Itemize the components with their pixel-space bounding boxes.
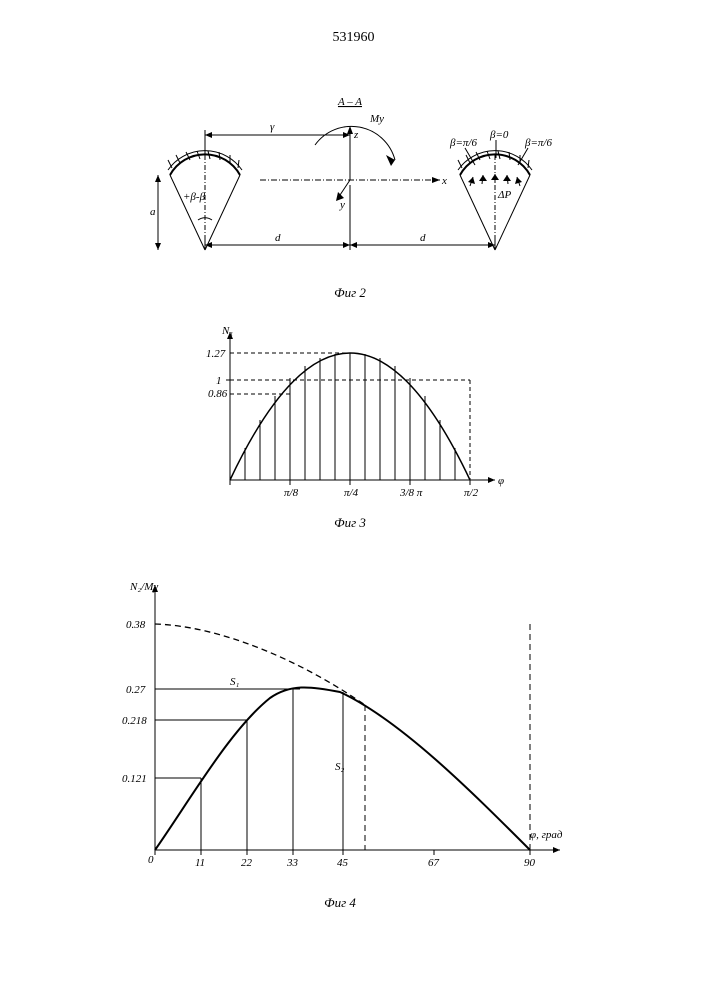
dim-a: a [150, 206, 156, 218]
svg-text:0.121: 0.121 [122, 773, 147, 785]
svg-text:11: 11 [195, 857, 205, 869]
fig3-ylabel: N₁ [221, 325, 233, 337]
svg-text:0: 0 [148, 854, 154, 866]
fig4-xlabel: φ, град [530, 829, 563, 841]
svg-text:67: 67 [428, 857, 440, 869]
fig3-caption: Фиг 3 [190, 515, 510, 531]
dp-label: ΔP [497, 189, 511, 201]
fig2-caption: Фиг 2 [120, 285, 580, 301]
section-label: A – A [337, 96, 362, 108]
dim-d-r: d [420, 232, 426, 244]
page-number: 531960 [333, 30, 375, 46]
axis-y: y [339, 199, 345, 211]
svg-text:0.86: 0.86 [208, 388, 228, 400]
r-ang2: β=0 [489, 129, 509, 141]
region-s1: S₁ [230, 676, 240, 688]
fig4-caption: Фиг 4 [100, 895, 580, 911]
dim-d-l: d [275, 232, 281, 244]
axis-z: z [353, 129, 359, 141]
figure-4: N₂/Mу φ, град 0 11 22 33 45 67 90 0.121 … [100, 570, 580, 911]
svg-text:0.218: 0.218 [122, 715, 147, 727]
svg-text:90: 90 [524, 857, 536, 869]
fig4-ylabel: N₂/Mу [129, 581, 158, 593]
svg-text:0.38: 0.38 [126, 619, 146, 631]
svg-text:33: 33 [286, 857, 299, 869]
fig2-svg: A – A x z y Mу [120, 90, 580, 280]
svg-text:45: 45 [337, 857, 349, 869]
svg-text:3/8 π: 3/8 π [399, 487, 423, 499]
fig4-svg: N₂/Mу φ, град 0 11 22 33 45 67 90 0.121 … [100, 570, 580, 890]
axis-x: x [441, 175, 447, 187]
svg-text:π/8: π/8 [284, 487, 299, 499]
r-ang3: β=π/6 [524, 137, 552, 149]
region-s2: S₂ [335, 761, 345, 773]
svg-text:π/4: π/4 [344, 487, 359, 499]
moment-label: Mу [369, 113, 384, 125]
svg-text:22: 22 [241, 857, 253, 869]
r-ang1: β=π/6 [449, 137, 477, 149]
dim-gamma: γ [270, 121, 275, 133]
svg-text:1.27: 1.27 [206, 348, 226, 360]
fig3-svg: N₁ φ π/8 π/4 3/8 π π/2 0.86 1 1.27 [190, 320, 510, 510]
svg-text:π/2: π/2 [464, 487, 479, 499]
figure-3: N₁ φ π/8 π/4 3/8 π π/2 0.86 1 1.27 Фиг 3 [190, 320, 510, 531]
svg-text:0.27: 0.27 [126, 684, 146, 696]
figure-2: A – A x z y Mу [120, 90, 580, 301]
fig3-xlabel: φ [498, 475, 504, 487]
svg-text:1: 1 [216, 375, 222, 387]
left-angle: +β-β [183, 191, 206, 203]
